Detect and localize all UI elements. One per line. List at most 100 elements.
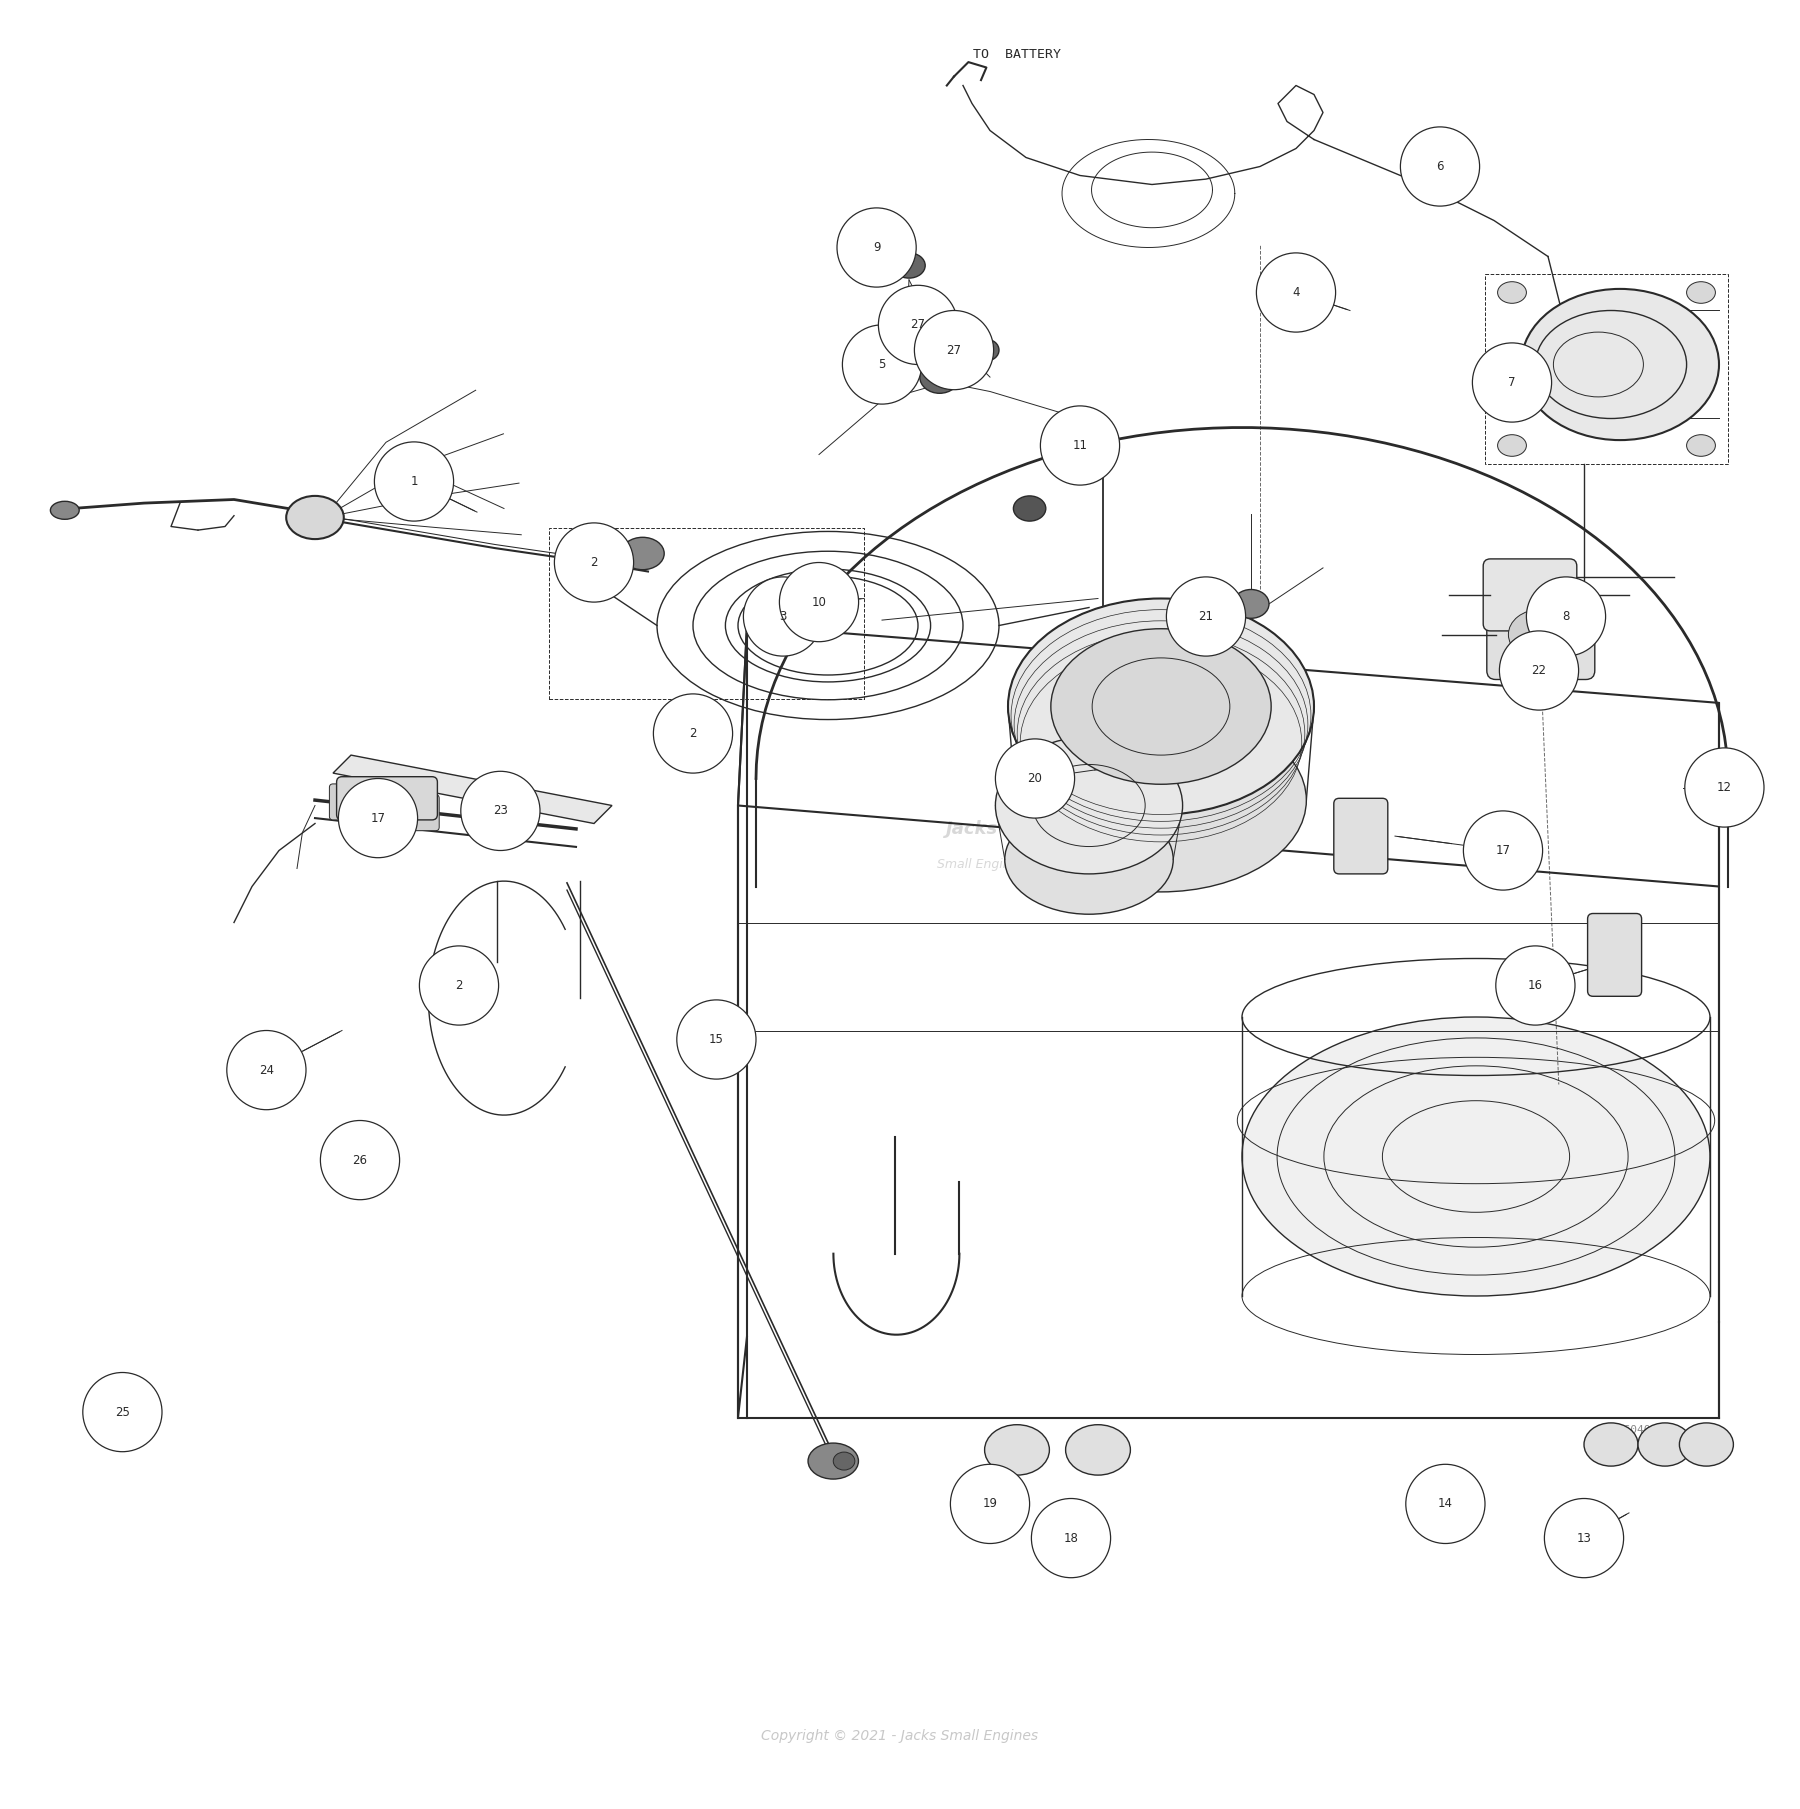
Text: Jacks®: Jacks® (945, 819, 1017, 838)
Circle shape (374, 441, 454, 521)
Text: 8: 8 (1562, 610, 1570, 622)
Ellipse shape (286, 496, 344, 539)
Text: 12: 12 (1717, 781, 1732, 794)
Ellipse shape (50, 501, 79, 519)
Circle shape (914, 311, 994, 389)
Ellipse shape (1066, 1425, 1130, 1474)
Circle shape (1400, 127, 1480, 206)
Text: 5: 5 (878, 358, 886, 371)
Bar (549, 528, 864, 700)
Ellipse shape (974, 340, 999, 362)
Circle shape (1526, 577, 1606, 657)
Text: FIG04020: FIG04020 (1611, 1425, 1665, 1435)
Ellipse shape (920, 362, 959, 393)
Ellipse shape (1638, 1424, 1692, 1465)
Text: 24: 24 (259, 1064, 274, 1076)
Circle shape (338, 778, 418, 857)
Text: 26: 26 (353, 1154, 367, 1167)
Text: 2: 2 (455, 979, 463, 991)
Text: 15: 15 (709, 1033, 724, 1046)
Text: 7: 7 (1508, 376, 1516, 389)
Circle shape (419, 946, 499, 1026)
Ellipse shape (567, 546, 621, 586)
Ellipse shape (1008, 599, 1314, 814)
Text: 10: 10 (812, 595, 826, 608)
Circle shape (950, 1463, 1030, 1543)
Text: 21: 21 (1199, 610, 1213, 622)
Ellipse shape (1004, 805, 1174, 914)
Ellipse shape (716, 1020, 752, 1049)
Circle shape (83, 1373, 162, 1451)
Ellipse shape (893, 253, 925, 279)
Circle shape (1463, 810, 1543, 890)
Circle shape (653, 695, 733, 772)
Text: 2: 2 (590, 555, 598, 570)
Ellipse shape (1013, 496, 1046, 521)
Text: 19: 19 (983, 1498, 997, 1511)
Circle shape (743, 577, 823, 657)
Text: 22: 22 (1532, 664, 1546, 677)
Ellipse shape (1498, 282, 1526, 304)
Ellipse shape (1051, 630, 1271, 785)
Circle shape (1544, 1498, 1624, 1577)
Ellipse shape (481, 796, 509, 818)
Text: 4: 4 (1292, 286, 1300, 298)
Text: 17: 17 (371, 812, 385, 825)
Ellipse shape (1233, 590, 1269, 619)
Text: 1: 1 (410, 476, 418, 488)
Ellipse shape (437, 984, 477, 1017)
Polygon shape (333, 754, 612, 823)
Circle shape (320, 1120, 400, 1199)
Text: 17: 17 (1496, 845, 1510, 857)
Text: 27: 27 (947, 344, 961, 356)
Circle shape (837, 208, 916, 288)
Ellipse shape (808, 1444, 859, 1480)
Ellipse shape (833, 1453, 855, 1471)
Circle shape (554, 523, 634, 602)
Text: 14: 14 (1438, 1498, 1453, 1511)
Circle shape (878, 286, 958, 364)
Text: TO  BATTERY: TO BATTERY (974, 49, 1060, 62)
Circle shape (1256, 253, 1336, 333)
Circle shape (227, 1031, 306, 1109)
Ellipse shape (1584, 1424, 1638, 1465)
Ellipse shape (1521, 289, 1719, 440)
FancyBboxPatch shape (1483, 559, 1577, 631)
Circle shape (461, 771, 540, 850)
Text: 13: 13 (1577, 1532, 1591, 1545)
Text: 25: 25 (115, 1406, 130, 1418)
Text: Small Engines: Small Engines (938, 859, 1024, 872)
Text: 9: 9 (873, 241, 880, 253)
FancyBboxPatch shape (329, 783, 373, 819)
Text: 2: 2 (689, 727, 697, 740)
Ellipse shape (985, 1425, 1049, 1474)
Ellipse shape (1679, 1424, 1733, 1465)
Text: 20: 20 (1028, 772, 1042, 785)
Text: 23: 23 (493, 805, 508, 818)
Circle shape (1040, 405, 1120, 485)
Text: Copyright © 2021 - Jacks Small Engines: Copyright © 2021 - Jacks Small Engines (761, 1729, 1039, 1744)
Ellipse shape (621, 537, 664, 570)
FancyBboxPatch shape (396, 794, 439, 830)
Ellipse shape (1508, 610, 1573, 660)
Circle shape (1496, 946, 1575, 1026)
Text: 18: 18 (1064, 1532, 1078, 1545)
FancyBboxPatch shape (337, 776, 437, 819)
Text: 3: 3 (779, 610, 787, 622)
Circle shape (995, 738, 1075, 818)
FancyBboxPatch shape (1487, 590, 1595, 680)
Circle shape (1472, 344, 1552, 421)
Circle shape (1166, 577, 1246, 657)
Circle shape (1685, 747, 1764, 827)
Circle shape (842, 326, 922, 403)
Ellipse shape (995, 736, 1183, 874)
Ellipse shape (938, 318, 963, 340)
FancyBboxPatch shape (1334, 798, 1388, 874)
Ellipse shape (1498, 434, 1526, 456)
FancyBboxPatch shape (365, 789, 409, 825)
Ellipse shape (688, 725, 731, 758)
Circle shape (779, 563, 859, 642)
FancyBboxPatch shape (1588, 914, 1642, 997)
Text: 11: 11 (1073, 440, 1087, 452)
Ellipse shape (1015, 709, 1307, 892)
